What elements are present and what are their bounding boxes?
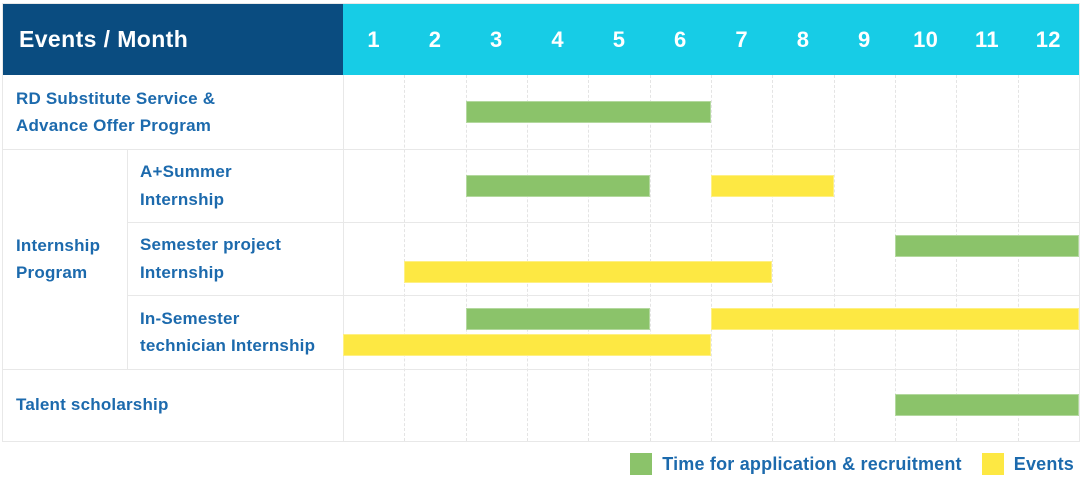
month-label: 5 [612, 26, 626, 52]
legend: Time for application & recruitment Events [630, 452, 1074, 476]
month-label: 7 [735, 26, 748, 52]
application-swatch-icon [630, 453, 653, 475]
bar-application [895, 394, 1079, 416]
legend-item-application: Time for application & recruitment [630, 453, 962, 475]
sub-column-divider [127, 149, 128, 369]
month-header-row: 1 2 3 4 5 6 7 8 9 10 11 12 [343, 4, 1079, 75]
month-gridline [956, 75, 958, 441]
month-label: 6 [674, 26, 687, 52]
bar-events [711, 308, 1079, 330]
row-label: A+Summer Internship [140, 162, 232, 209]
bar-application [465, 308, 650, 330]
events-month-label: Events / Month [19, 26, 189, 52]
legend-label: Events [1013, 453, 1074, 474]
month-label: 3 [490, 26, 503, 52]
legend-label: Time for application & recruitment [662, 453, 962, 474]
month-label: 12 [1035, 26, 1061, 52]
table-header-title: Events / Month [3, 4, 343, 75]
bar-application [465, 174, 650, 197]
row-border [3, 369, 1079, 370]
month-label: 9 [858, 26, 871, 52]
month-gridline [833, 75, 835, 441]
row-border [3, 149, 1079, 150]
group-label-internship-program: Internship Program [16, 235, 101, 282]
month-gridline [465, 75, 467, 441]
month-gridline [404, 75, 406, 441]
month-label: 4 [551, 26, 564, 52]
bar-application [465, 101, 711, 123]
month-gridline [588, 75, 590, 441]
month-label: 2 [428, 26, 442, 52]
month-label: 11 [975, 26, 999, 52]
row-label: Talent scholarship [16, 395, 169, 415]
bar-events [404, 260, 773, 283]
month-gridline [772, 75, 774, 441]
month-label: 10 [913, 26, 939, 52]
month-gridline [649, 75, 651, 441]
bar-application [895, 234, 1079, 257]
month-label: 8 [796, 26, 810, 52]
row-label: RD Substitute Service & Advance Offer Pr… [16, 88, 216, 135]
row-label: Semester project Internship [140, 235, 282, 282]
month-gridline [711, 75, 712, 441]
row-border [127, 222, 1079, 223]
month-label: 1 [367, 26, 380, 52]
row-label: In-Semester technician Internship [140, 308, 316, 355]
column-divider [343, 75, 344, 441]
month-gridline [895, 75, 896, 441]
bar-events [711, 174, 834, 197]
legend-item-events: Events [981, 453, 1074, 475]
events-month-table: Events / Month 1 2 3 4 5 6 7 8 9 10 11 12 Internshi… [2, 3, 1080, 442]
events-swatch-icon [981, 453, 1004, 475]
month-gridline [1017, 75, 1019, 441]
month-gridline [527, 75, 528, 441]
row-border [127, 295, 1079, 296]
bar-events [343, 334, 711, 356]
